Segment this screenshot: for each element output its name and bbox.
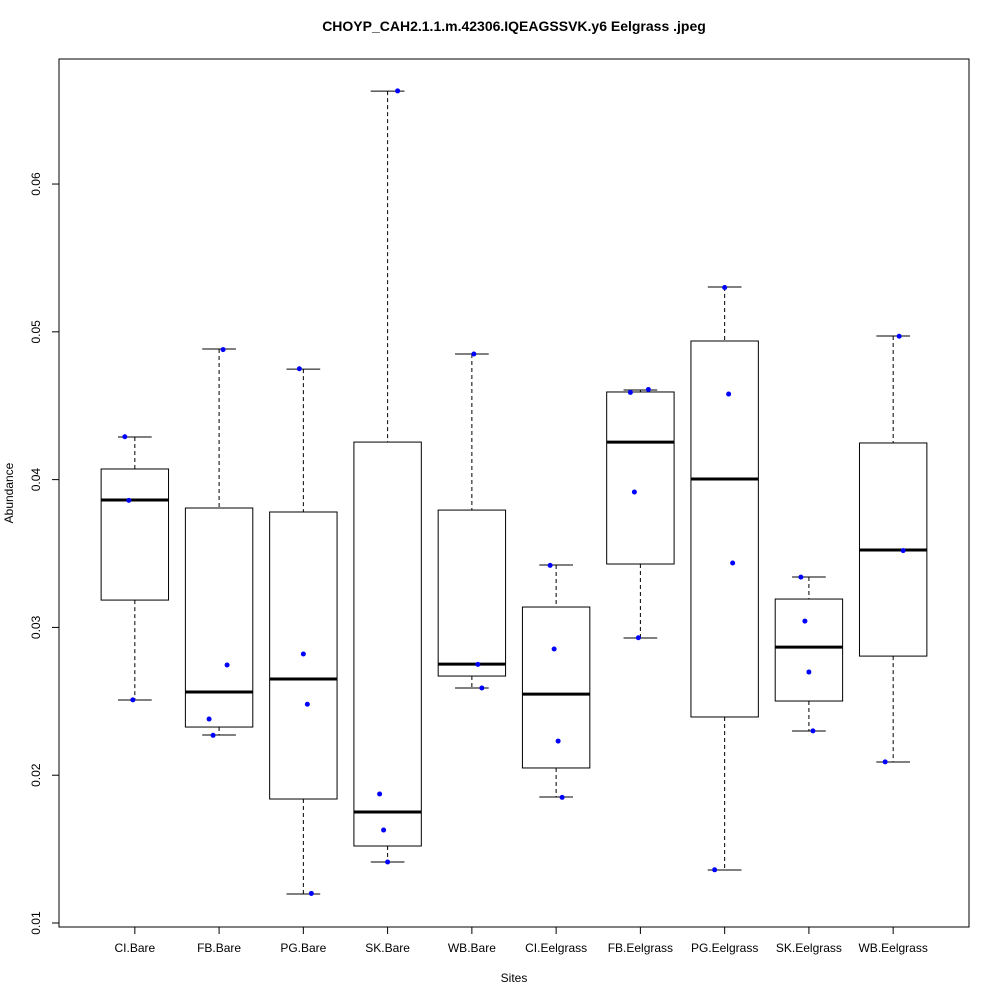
data-point xyxy=(730,560,736,566)
data-point xyxy=(220,347,226,353)
data-point xyxy=(559,794,565,800)
data-point xyxy=(645,386,651,392)
box xyxy=(521,606,591,769)
data-point xyxy=(551,646,557,652)
data-point xyxy=(882,759,888,765)
data-point xyxy=(712,867,718,873)
data-point xyxy=(224,662,230,668)
x-tick-label: CI.Eelgrass xyxy=(525,941,587,955)
y-tick-label: 0.03 xyxy=(29,615,43,639)
data-point xyxy=(308,890,314,896)
data-point xyxy=(479,685,485,691)
x-axis-label: Sites xyxy=(501,971,528,985)
data-point xyxy=(300,651,306,657)
box xyxy=(437,509,507,677)
data-point xyxy=(802,618,808,624)
data-point xyxy=(631,489,637,495)
plot-frame xyxy=(58,58,970,928)
data-point xyxy=(555,738,561,744)
data-point xyxy=(896,333,902,339)
chart-title: CHOYP_CAH2.1.1.m.42306.IQEAGSSVK.y6 Eelg… xyxy=(322,18,706,34)
data-point xyxy=(900,548,906,554)
x-tick-label: FB.Bare xyxy=(197,941,241,955)
box xyxy=(184,507,254,728)
box xyxy=(100,468,170,601)
box xyxy=(774,598,844,702)
data-point xyxy=(810,728,816,734)
x-tick-label: WB.Bare xyxy=(448,941,496,955)
data-point xyxy=(726,391,732,397)
data-point xyxy=(471,351,477,357)
x-tick-label: SK.Eelgrass xyxy=(776,941,842,955)
y-tick-label: 0.06 xyxy=(29,172,43,196)
box xyxy=(353,441,422,847)
data-point xyxy=(547,562,553,568)
data-point xyxy=(475,661,481,667)
y-tick-label: 0.02 xyxy=(29,763,43,787)
x-tick-label: CI.Bare xyxy=(114,941,155,955)
y-axis-label: Abundance xyxy=(2,462,16,523)
data-point xyxy=(210,732,216,738)
y-tick-label: 0.04 xyxy=(29,468,43,492)
data-point xyxy=(395,88,401,94)
data-point xyxy=(385,859,391,865)
data-point xyxy=(381,827,387,833)
data-point xyxy=(627,389,633,395)
y-tick-label: 0.01 xyxy=(29,911,43,935)
data-point xyxy=(126,497,132,503)
x-tick-label: FB.Eelgrass xyxy=(608,941,673,955)
box xyxy=(269,511,338,800)
data-point xyxy=(296,366,302,372)
data-point xyxy=(635,635,641,641)
box xyxy=(606,391,675,565)
x-tick-label: WB.Eelgrass xyxy=(858,941,927,955)
x-tick-label: SK.Bare xyxy=(365,941,410,955)
data-point xyxy=(377,791,383,797)
data-point xyxy=(806,669,812,675)
data-point xyxy=(798,574,804,580)
data-point xyxy=(130,697,136,703)
data-point xyxy=(206,716,212,722)
data-point xyxy=(304,701,310,707)
x-tick-label: PG.Eelgrass xyxy=(691,941,758,955)
y-tick-label: 0.05 xyxy=(29,320,43,344)
x-tick-label: PG.Bare xyxy=(280,941,326,955)
data-point xyxy=(122,434,128,440)
box xyxy=(690,340,759,718)
data-point xyxy=(722,284,728,290)
